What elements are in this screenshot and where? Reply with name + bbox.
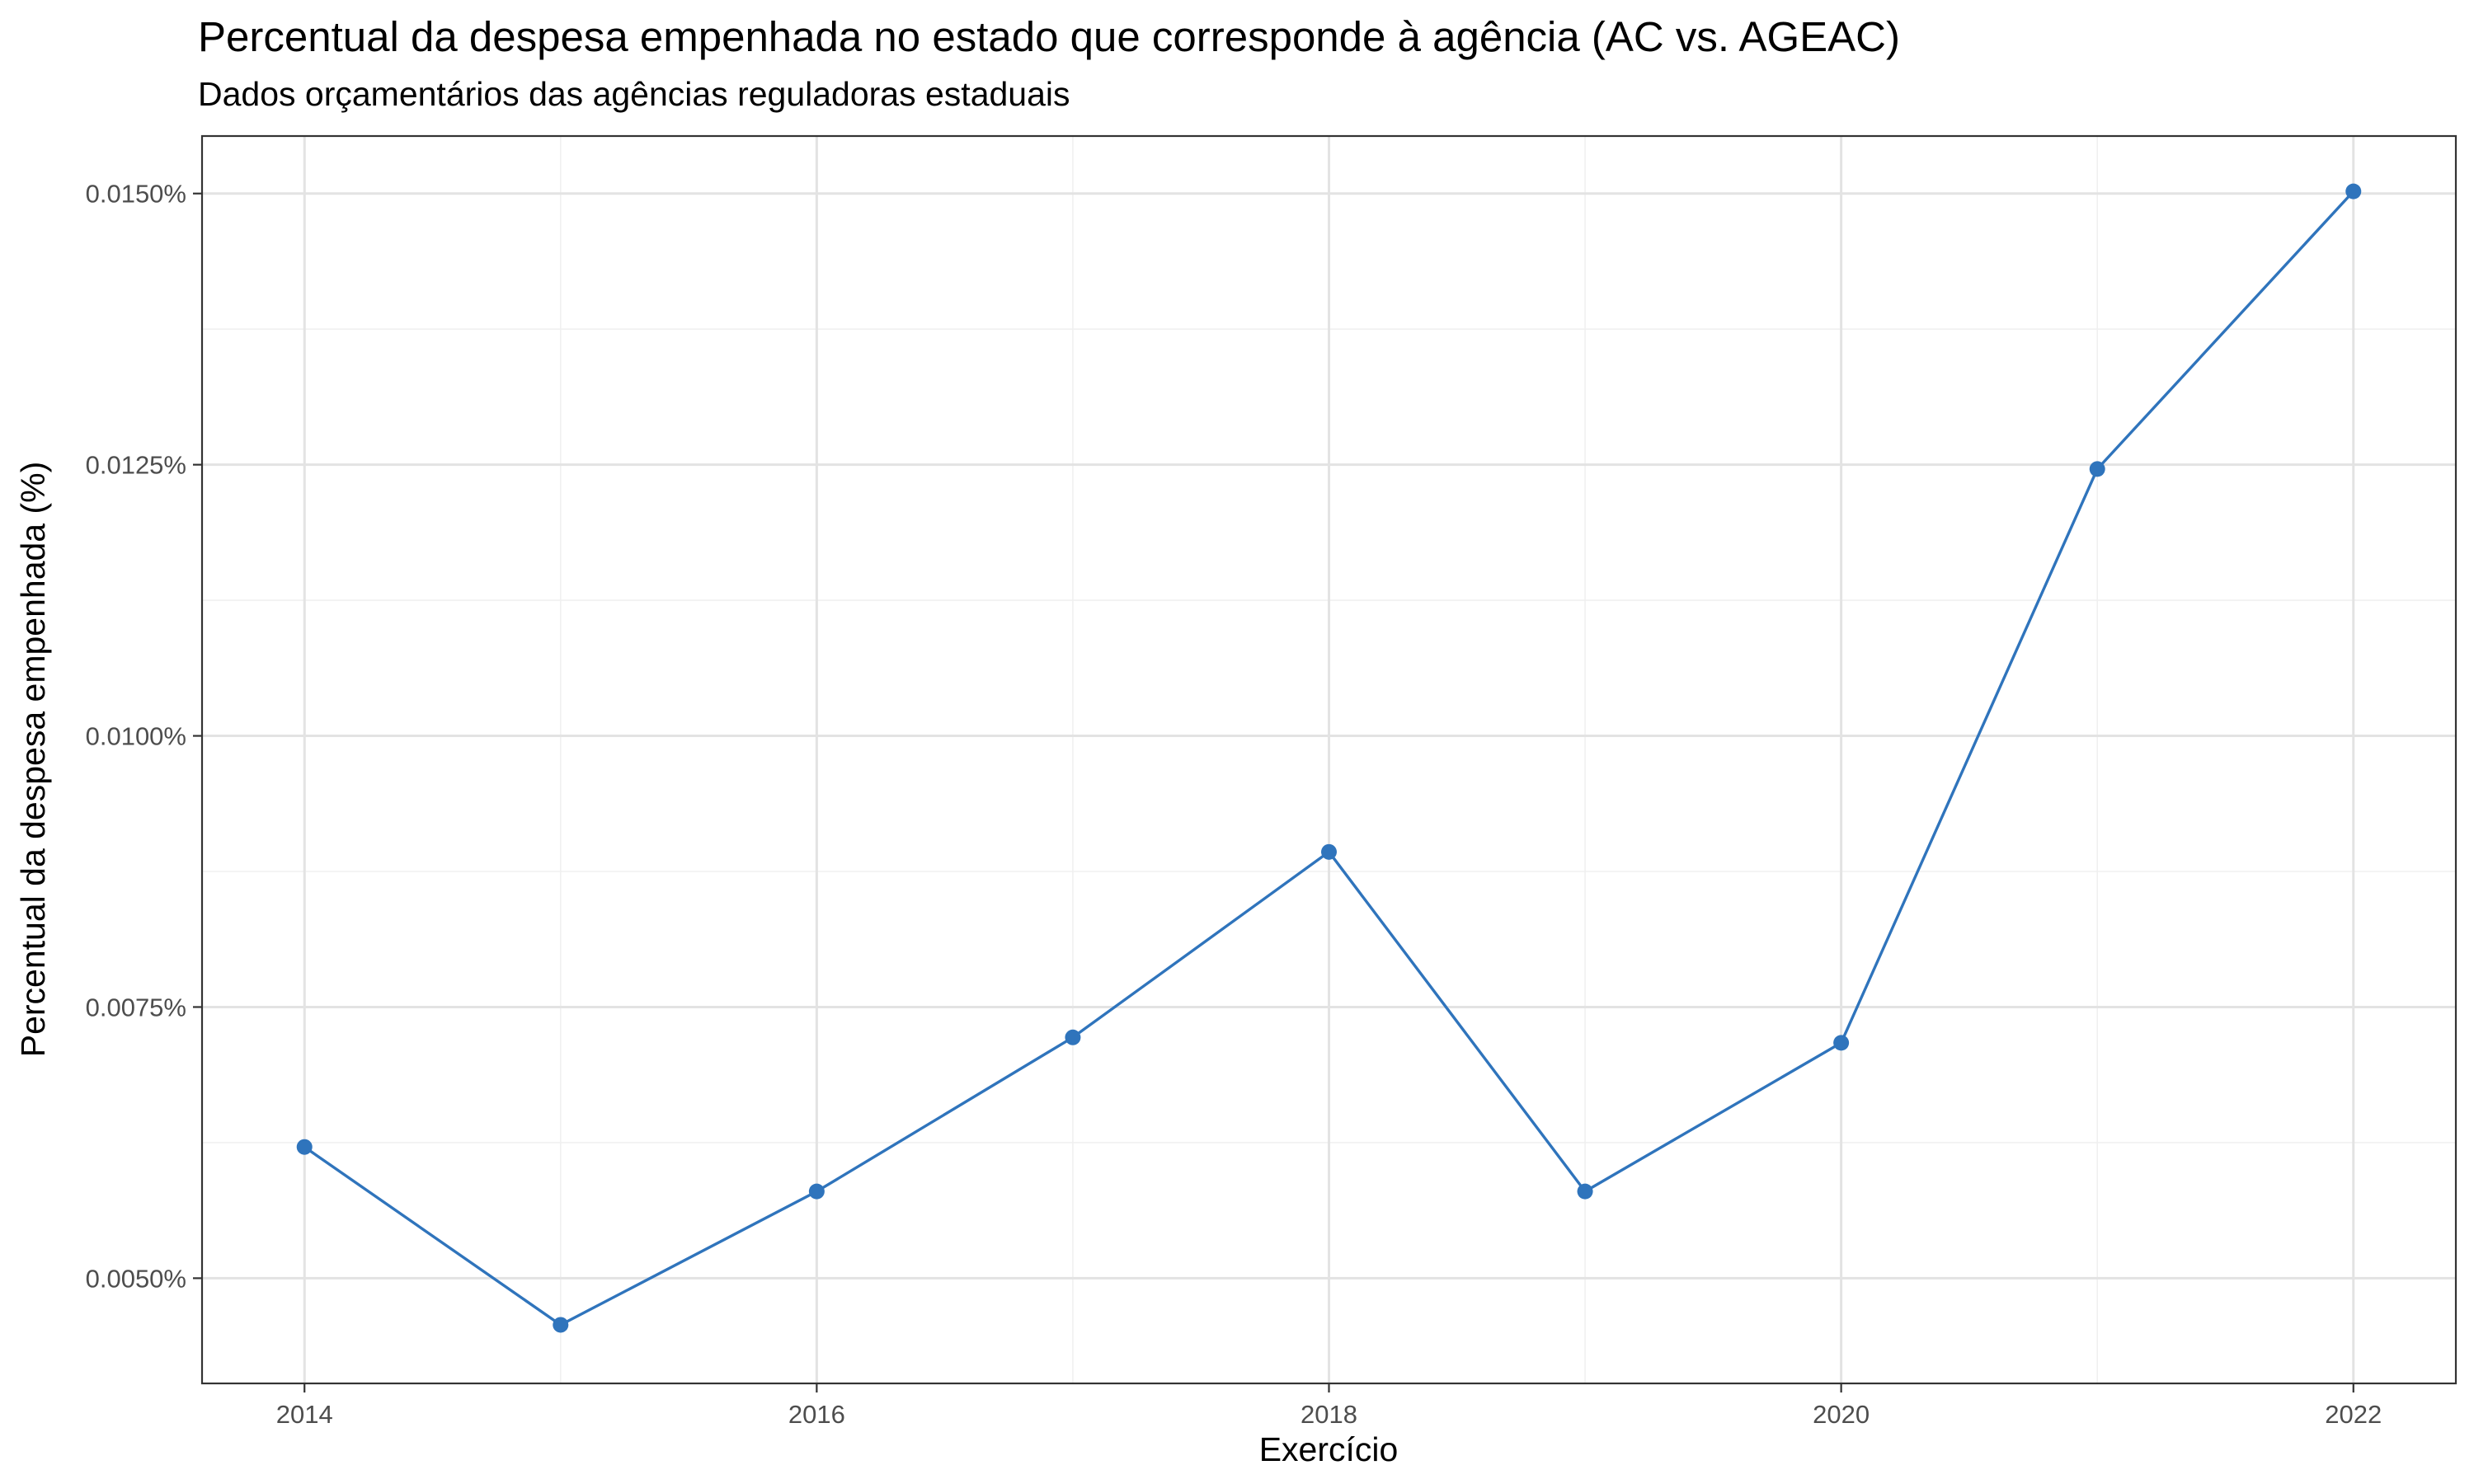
data-point [1065,1029,1081,1045]
x-tick-label: 2022 [2325,1400,2382,1429]
y-axis: 0.0050% 0.0075% 0.0100% 0.0125% 0.0150% [86,180,202,1293]
y-tick-label: 0.0100% [86,722,186,751]
y-tick-label: 0.0125% [86,451,186,480]
data-point [2089,461,2105,477]
data-point [1833,1035,1850,1051]
data-point [1321,843,1337,860]
chart-subtitle: Dados orçamentários das agências regulad… [198,75,1070,113]
x-tick-label: 2014 [276,1400,333,1429]
data-point [1577,1183,1593,1200]
y-tick-label: 0.0075% [86,993,186,1021]
x-tick-label: 2016 [788,1400,845,1429]
x-axis-title: Exercício [1259,1430,1399,1468]
x-tick-label: 2018 [1300,1400,1357,1429]
y-axis-title: Percentual da despesa empenhada (%) [14,462,52,1058]
data-point [808,1183,825,1200]
data-point [296,1139,313,1155]
x-axis: 2014 2016 2018 2020 2022 [276,1383,2382,1429]
points-layer [296,183,2362,1333]
y-tick-label: 0.0050% [86,1264,186,1293]
y-tick-label: 0.0150% [86,180,186,209]
chart-title: Percentual da despesa empenhada no estad… [198,13,1900,60]
major-gridlines [202,136,2456,1383]
data-point [2345,183,2362,200]
x-tick-label: 2020 [1813,1400,1870,1429]
data-point [553,1317,569,1333]
